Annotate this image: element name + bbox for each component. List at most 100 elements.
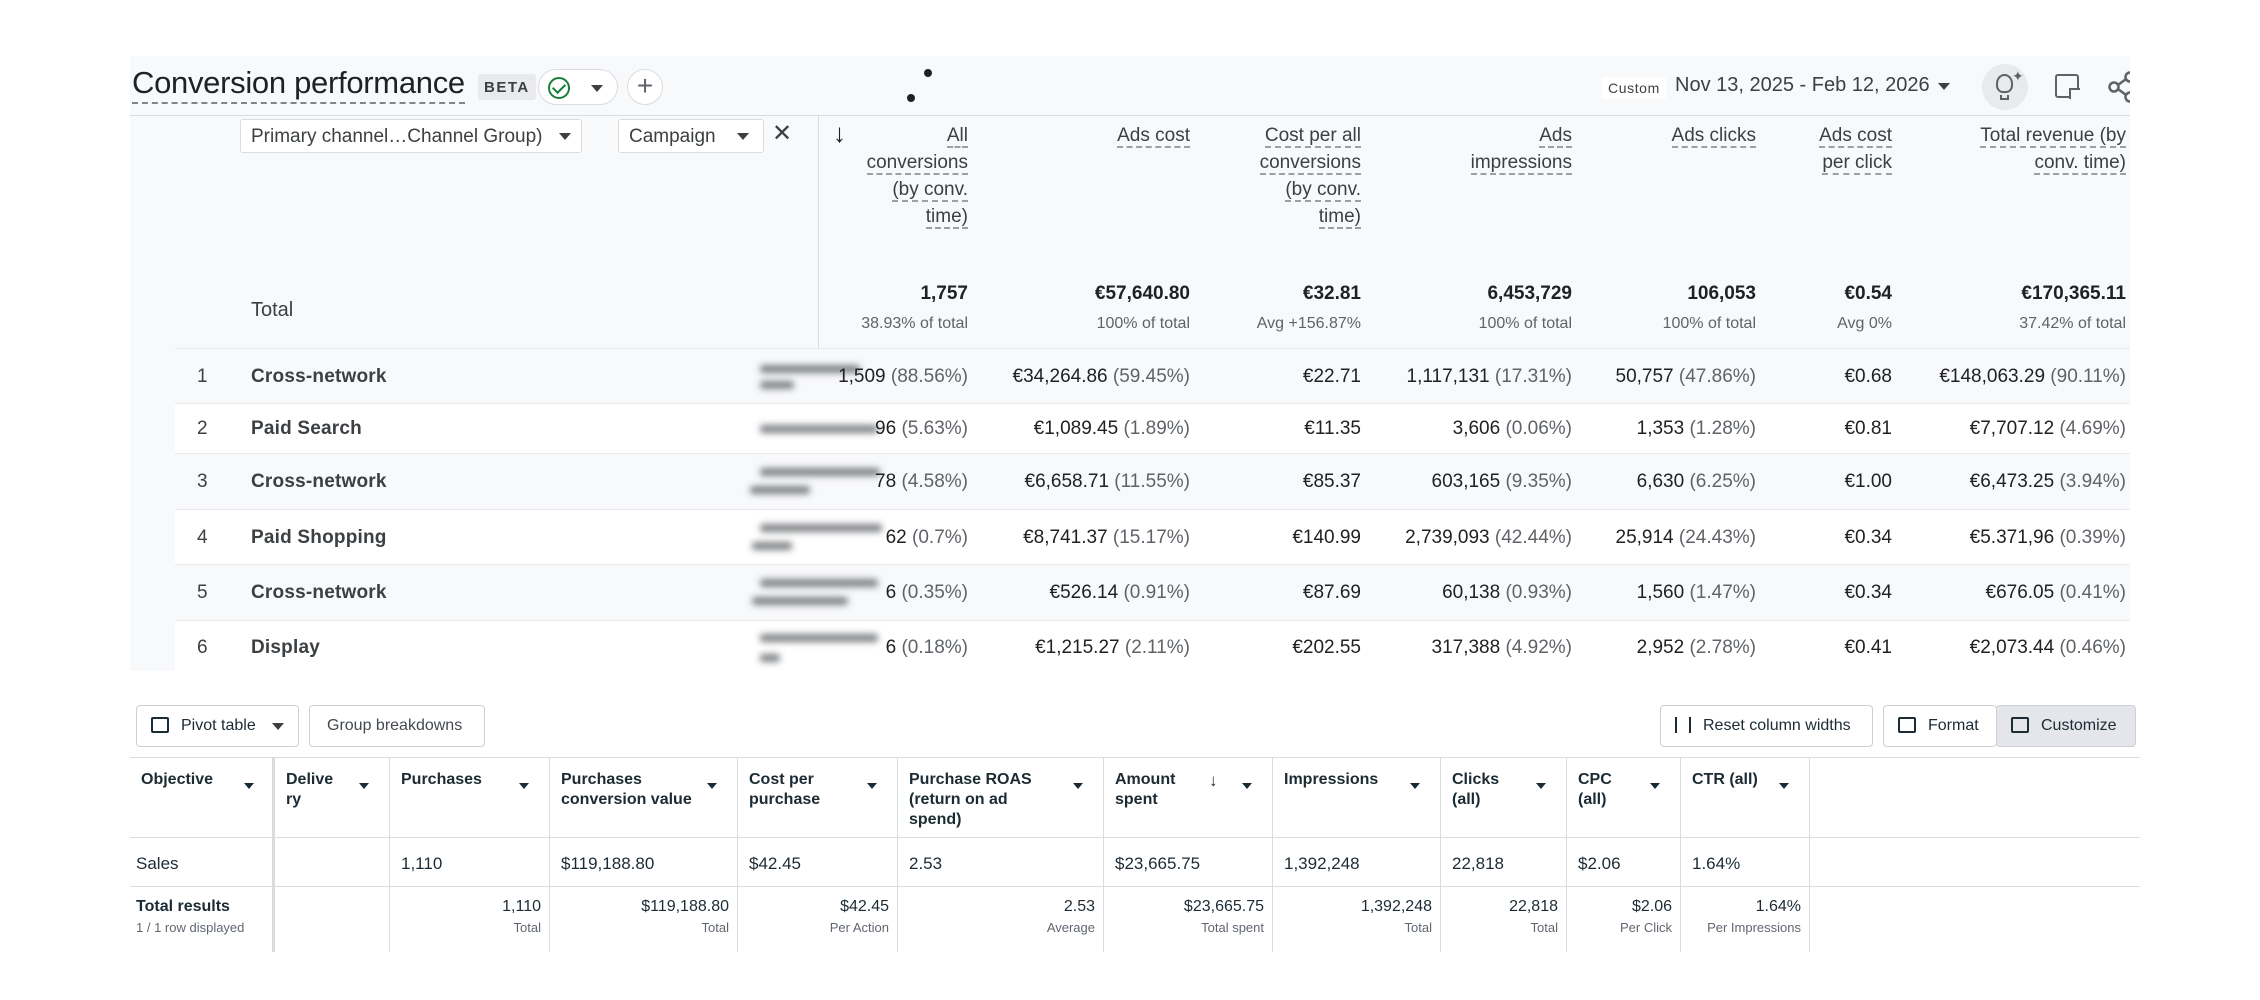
column-header[interactable]: Clicks (all) xyxy=(1452,771,1500,808)
metric-cell: 1,509 (88.56%) xyxy=(708,366,968,388)
column-header[interactable]: Objective xyxy=(141,771,214,788)
column-header[interactable]: Cost per purchase xyxy=(749,771,821,808)
metric-cell: 6 (0.35%) xyxy=(708,582,968,604)
table-row[interactable]: 5 Cross-network 6 (0.35%) €526.14 (0.91%) €8… xyxy=(175,564,2130,620)
channel-group-cell[interactable]: Cross-network xyxy=(251,471,387,492)
column-menu-button[interactable] xyxy=(1237,775,1259,797)
chevron-down-icon[interactable] xyxy=(1938,83,1950,90)
metric-cell: 1,117,131 (17.31%) xyxy=(1312,366,1573,388)
metric-value: 2,739,093 xyxy=(1405,527,1490,548)
column-header[interactable]: Purchases xyxy=(401,771,482,788)
pivot-table-button[interactable]: Pivot table xyxy=(136,705,299,747)
metric-value: 1,509 xyxy=(838,366,886,387)
share-icon[interactable] xyxy=(2105,70,2130,104)
column-menu-button[interactable] xyxy=(702,775,724,797)
table-row[interactable]: 1 Cross-network 1,509 (88.56%) €34,264.86 (… xyxy=(175,348,2130,403)
column-menu-button[interactable] xyxy=(862,775,884,797)
column-menu-button[interactable] xyxy=(239,775,261,797)
table-row[interactable]: 4 Paid Shopping 62 (0.7%) €8,741.37 (15.17%… xyxy=(175,509,2130,564)
column-total: 1,110 xyxy=(502,898,541,915)
channel-group-cell[interactable]: Paid Search xyxy=(251,418,362,439)
metric-total: 1,757 xyxy=(920,283,968,304)
metric-percent: (59.45%) xyxy=(1107,366,1190,387)
chevron-down-icon xyxy=(272,723,284,730)
table-row[interactable]: 2 Paid Search 96 (5.63%) €1,089.45 (1.89%) €… xyxy=(175,403,2130,453)
metric-total-share: 100% of total xyxy=(1096,315,1190,332)
metric-header-line: conv. time) xyxy=(2034,152,2126,175)
reset-column-widths-button[interactable]: Reset column widths xyxy=(1660,705,1873,747)
channel-group-cell[interactable]: Cross-network xyxy=(251,366,387,387)
metric-value: €34,264.86 xyxy=(1012,366,1108,387)
metric-value: €8,741.37 xyxy=(1023,527,1108,548)
status-check-dropdown[interactable] xyxy=(538,69,618,105)
column-menu-button[interactable] xyxy=(1405,775,1427,797)
metric-header-line: impressions xyxy=(1470,152,1572,175)
metric-percent: (6.25%) xyxy=(1684,471,1756,492)
rows-displayed-label: 1 / 1 row displayed xyxy=(136,920,245,935)
column-menu-button[interactable] xyxy=(1645,775,1667,797)
column-total: $2.06 xyxy=(1631,898,1672,915)
metric-cell: €676.05 (0.41%) xyxy=(1866,582,2127,604)
metric-cell: 2,952 (2.78%) xyxy=(1496,637,1756,659)
customize-columns-icon xyxy=(2011,717,2029,733)
date-range-picker[interactable]: Nov 13, 2025 - Feb 12, 2026 xyxy=(1675,74,1930,96)
channel-group-cell[interactable]: Paid Shopping xyxy=(251,527,387,548)
primary-channel-dimension-select[interactable]: Primary channel…Channel Group) xyxy=(240,119,582,153)
customize-button[interactable]: Customize xyxy=(1996,705,2136,747)
remove-dimension-button[interactable]: ✕ xyxy=(772,120,793,147)
column-menu-button[interactable] xyxy=(1774,775,1796,797)
metric-cell: €1,215.27 (2.11%) xyxy=(930,637,1190,659)
column-menu-button[interactable] xyxy=(1068,775,1090,797)
column-total: 2.53 xyxy=(1063,898,1095,915)
campaign-dimension-select[interactable]: Campaign xyxy=(618,119,764,153)
column-header[interactable]: Impressions xyxy=(1284,771,1379,788)
total-results-label: Total results xyxy=(136,898,230,915)
metric-total: €170,365.11 xyxy=(2021,283,2126,304)
edit-report-icon[interactable] xyxy=(2055,74,2080,99)
format-button[interactable]: Format xyxy=(1883,705,1997,747)
add-comparison-button[interactable]: + xyxy=(627,69,663,105)
metric-header-4[interactable]: Ads clicks xyxy=(1586,122,1756,149)
column-total-caption: Total xyxy=(513,920,541,935)
metric-value: 96 xyxy=(875,418,897,439)
insights-button[interactable]: ✦ xyxy=(1982,64,2028,110)
column-header[interactable]: Delive ry xyxy=(286,771,334,808)
sort-descending-icon[interactable]: ↓ xyxy=(1209,771,1218,790)
column-header[interactable]: Amount spent xyxy=(1115,771,1176,808)
metric-percent: (2.11%) xyxy=(1119,637,1190,658)
metric-cell: 25,914 (24.43%) xyxy=(1496,527,1757,549)
column-header[interactable]: Purchase ROAS (return on ad spend) xyxy=(909,771,1032,828)
column-menu-button[interactable] xyxy=(1531,775,1553,797)
table-row[interactable]: 6 Display 6 (0.18%) €1,215.27 (2.11%) €202.5… xyxy=(175,620,2130,671)
format-label: Format xyxy=(1928,717,1979,734)
metric-value: €676.05 xyxy=(1985,582,2055,603)
metric-header-6[interactable]: Total revenue (by conv. time) xyxy=(1926,122,2126,176)
channel-group-cell[interactable]: Display xyxy=(251,637,320,658)
metric-header-1[interactable]: Ads cost xyxy=(980,122,1190,149)
metric-total: €32.81 xyxy=(1302,283,1361,304)
column-header[interactable]: Purchases conversion value xyxy=(561,771,692,808)
ga-table-body: 1 Cross-network 1,509 (88.56%) €34,264.86 (… xyxy=(175,348,2130,671)
metric-cell: 60,138 (0.93%) xyxy=(1312,582,1572,604)
report-title[interactable]: Conversion performance xyxy=(132,65,465,104)
metric-header-2[interactable]: Cost per all conversions (by conv. time) xyxy=(1191,122,1361,230)
metric-value: 2,952 xyxy=(1636,637,1685,658)
metric-header-line: time) xyxy=(925,206,968,229)
column-total-caption: Per Click xyxy=(1619,920,1672,935)
metric-cell: €6,473.25 (3.94%) xyxy=(1866,471,2126,493)
column-menu-button[interactable] xyxy=(514,775,536,797)
sort-descending-icon[interactable]: ↓ xyxy=(833,118,846,148)
column-menu-button[interactable] xyxy=(354,775,376,797)
channel-group-cell[interactable]: Cross-network xyxy=(251,582,387,603)
table-row[interactable]: 3 Cross-network 78 (4.58%) €6,658.71 (11.55… xyxy=(175,453,2130,509)
metric-header-5[interactable]: Ads cost per click xyxy=(1762,122,1892,176)
loading-dot-icon xyxy=(924,69,932,77)
metric-header-0[interactable]: All conversions (by conv. time) xyxy=(808,122,968,230)
metric-header-3[interactable]: Ads impressions xyxy=(1372,122,1572,176)
metric-percent: (0.46%) xyxy=(2054,637,2126,658)
table-cell: 2.53 xyxy=(909,854,943,873)
column-header[interactable]: CPC (all) xyxy=(1578,771,1612,808)
chevron-down-icon xyxy=(1410,783,1420,789)
column-header[interactable]: CTR (all) xyxy=(1692,771,1758,788)
group-breakdowns-button[interactable]: Group breakdowns xyxy=(309,705,485,747)
